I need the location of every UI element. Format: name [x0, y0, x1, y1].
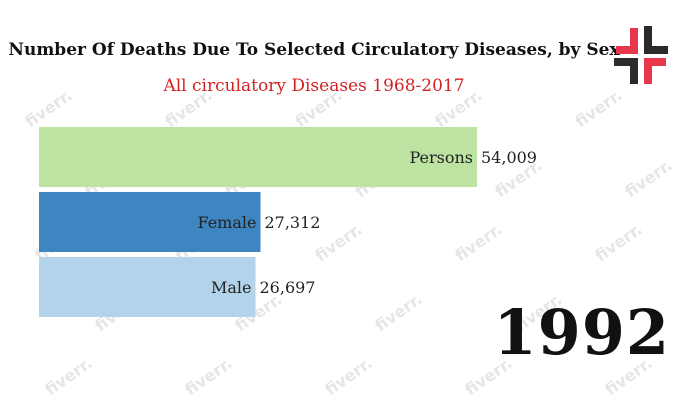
- watermark-text: fiverr.: [571, 85, 625, 131]
- bar-female: [39, 192, 261, 252]
- watermark-text: fiverr.: [161, 85, 215, 131]
- logo-top-left-bracket: [616, 28, 638, 54]
- watermark-text: fiverr.: [621, 155, 675, 201]
- watermark-text: fiverr.: [181, 353, 235, 399]
- watermark-text: fiverr.: [291, 85, 345, 131]
- bar-male: [39, 257, 256, 317]
- watermark-text: fiverr.: [321, 353, 375, 399]
- watermark-text: fiverr.: [591, 219, 645, 265]
- brand-logo: [614, 26, 668, 84]
- value-label: 26,697: [260, 278, 316, 297]
- value-label: 27,312: [264, 213, 320, 232]
- category-label: Female: [197, 213, 256, 232]
- chart-subtitle: All circulatory Diseases 1968-2017: [163, 76, 465, 96]
- chart-title: Number Of Deaths Due To Selected Circula…: [8, 40, 620, 60]
- value-label: 54,009: [481, 148, 537, 167]
- watermark-text: fiverr.: [431, 85, 485, 131]
- watermark-text: fiverr.: [371, 289, 425, 335]
- year-label: 1992: [493, 296, 670, 369]
- category-label: Persons: [409, 148, 473, 167]
- watermark-text: fiverr.: [451, 219, 505, 265]
- watermark-text: fiverr.: [21, 85, 75, 131]
- watermark-text: fiverr.: [41, 353, 95, 399]
- logo-bottom-right-bracket: [644, 58, 666, 84]
- category-label: Male: [211, 278, 252, 297]
- logo-top-right-bracket: [644, 26, 668, 54]
- logo-bottom-left-bracket: [614, 58, 638, 84]
- bar-persons: [39, 127, 477, 187]
